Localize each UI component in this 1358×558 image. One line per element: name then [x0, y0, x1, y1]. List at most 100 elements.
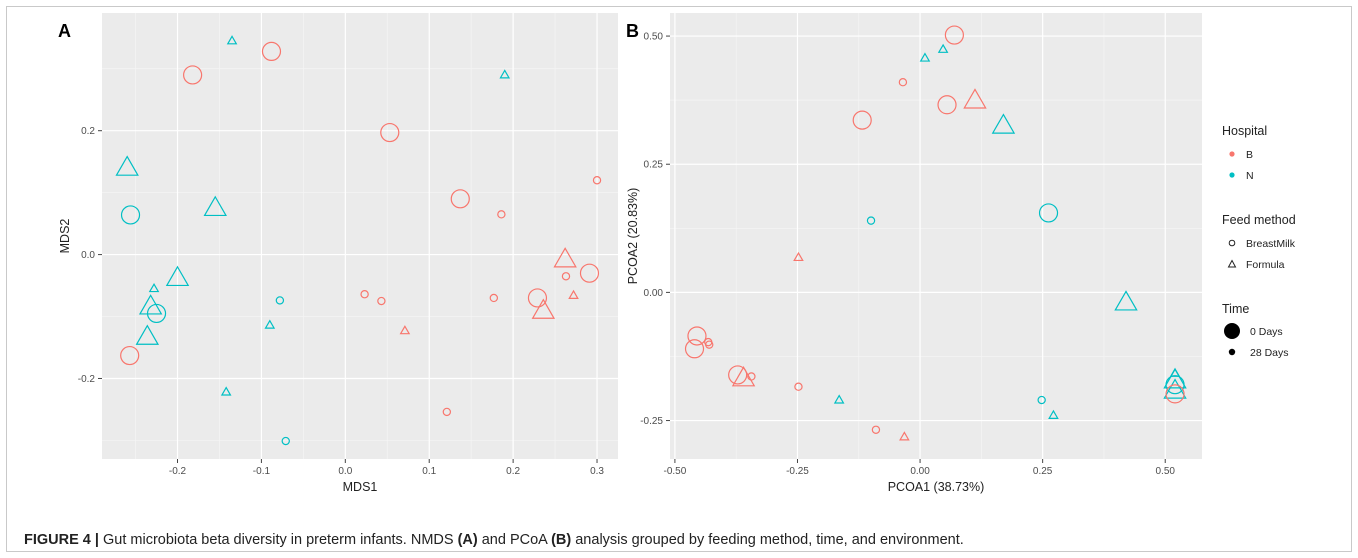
x-tick-label: 0.3 [590, 466, 604, 477]
legend-28days-label: 28 Days [1250, 347, 1289, 359]
data-point [684, 339, 705, 359]
panel-label: B [626, 21, 639, 41]
data-point [527, 288, 548, 308]
legend-breastmilk-key [1228, 239, 1236, 247]
x-tick-label: -0.2 [169, 466, 187, 477]
data-point [360, 290, 369, 299]
data-point [399, 325, 411, 335]
legend-hospital-b-label: B [1246, 149, 1253, 161]
panel-a: -0.2 -0.1 0.0 0.1 0.2 0.3 -0.2 0.0 0.2 MDS1 MDS2 A [58, 13, 618, 494]
data-point [898, 78, 908, 87]
data-point [135, 324, 160, 345]
data-point [592, 176, 602, 185]
caption-ref-b: (B) [551, 532, 572, 548]
data-point [442, 407, 452, 417]
plot-background [670, 13, 1202, 459]
x-tick-label: 0.25 [1033, 466, 1053, 477]
x-axis-title: PCOA1 (38.73%) [888, 480, 985, 494]
data-point [747, 372, 756, 381]
figure-frame [6, 6, 1352, 552]
data-point [115, 155, 139, 176]
data-point [499, 69, 511, 79]
data-point [281, 436, 290, 446]
data-point [1163, 368, 1187, 389]
x-tick-label: 0.0 [338, 466, 352, 477]
data-point [1165, 375, 1185, 395]
plot-background [102, 13, 618, 459]
data-point [1163, 378, 1187, 399]
legend: Hospital B N Feed method BreastMilk Form… [1222, 124, 1296, 359]
panel-label: A [58, 21, 71, 41]
data-point [1038, 203, 1059, 223]
data-point [380, 122, 400, 143]
y-tick-label: 0.2 [81, 126, 95, 137]
legend-hospital-n-key [1229, 172, 1235, 178]
y-tick-label: -0.25 [640, 416, 663, 427]
data-point [705, 340, 714, 349]
data-point [497, 210, 506, 219]
data-point [919, 52, 931, 62]
panel-b: -0.50 -0.25 0.00 0.25 0.50 -0.25 0.00 0.25 0.50 P… [626, 13, 1202, 494]
data-point [450, 189, 470, 209]
data-point [991, 113, 1016, 134]
y-tick-label: 0.00 [644, 288, 664, 299]
data-point [937, 95, 957, 115]
legend-formula-key [1227, 259, 1237, 268]
data-point [264, 319, 276, 329]
legend-hospital-n-label: N [1246, 170, 1254, 182]
legend-0days-label: 0 Days [1250, 326, 1283, 338]
data-point [220, 386, 232, 396]
x-tick-label: -0.1 [253, 466, 271, 477]
x-tick-label: 0.50 [1155, 466, 1175, 477]
caption-text-3: analysis grouped by feeding method, time… [571, 532, 964, 548]
data-point [899, 431, 910, 441]
legend-0days-key [1224, 323, 1240, 339]
data-point [261, 41, 282, 62]
data-point [1165, 384, 1185, 404]
data-point [731, 366, 756, 387]
y-axis-title: MDS2 [58, 219, 72, 254]
y-tick-label: 0.0 [81, 250, 95, 261]
data-point [165, 265, 190, 287]
x-tick-label: 0.1 [422, 466, 436, 477]
data-point [866, 216, 876, 225]
caption-ref-a: (A) [457, 532, 478, 548]
legend-28days-key [1228, 348, 1236, 356]
x-tick-label: 0.2 [506, 466, 520, 477]
caption-label: FIGURE 4 | [24, 532, 99, 548]
data-point [937, 43, 949, 53]
data-point [377, 296, 386, 306]
data-point [531, 298, 556, 319]
data-point [871, 425, 881, 434]
data-point [833, 394, 845, 404]
data-point [120, 205, 141, 225]
data-point [561, 272, 571, 281]
data-point [146, 303, 167, 324]
data-point [226, 35, 238, 45]
data-point [728, 365, 748, 385]
data-point [852, 110, 872, 130]
y-tick-label: 0.50 [644, 32, 664, 43]
data-point [148, 282, 160, 293]
data-point [120, 345, 140, 366]
caption-text-1: Gut microbiota beta diversity in preterm… [98, 532, 458, 548]
y-tick-label: 0.25 [644, 160, 664, 171]
data-point [1114, 290, 1138, 311]
data-point [183, 65, 203, 85]
data-point [203, 195, 227, 217]
data-point [687, 326, 707, 346]
legend-hospital-b-key [1229, 151, 1235, 157]
data-point [794, 382, 803, 391]
x-tick-label: 0.00 [910, 466, 930, 477]
data-point [944, 25, 964, 45]
y-axis-title: PCOA2 (20.83%) [626, 188, 640, 285]
figure-caption: FIGURE 4 | Gut microbiota beta diversity… [24, 532, 964, 548]
data-point [275, 296, 285, 305]
data-point [579, 263, 600, 283]
data-point [553, 247, 577, 268]
data-point [963, 88, 987, 109]
x-tick-label: -0.25 [786, 466, 809, 477]
legend-feed-title: Feed method [1222, 213, 1296, 227]
figure-svg: -0.2 -0.1 0.0 0.1 0.2 0.3-0.20.00.2MDS1MDS2A … [58, 13, 1296, 494]
x-axis-title: MDS1 [343, 480, 378, 494]
